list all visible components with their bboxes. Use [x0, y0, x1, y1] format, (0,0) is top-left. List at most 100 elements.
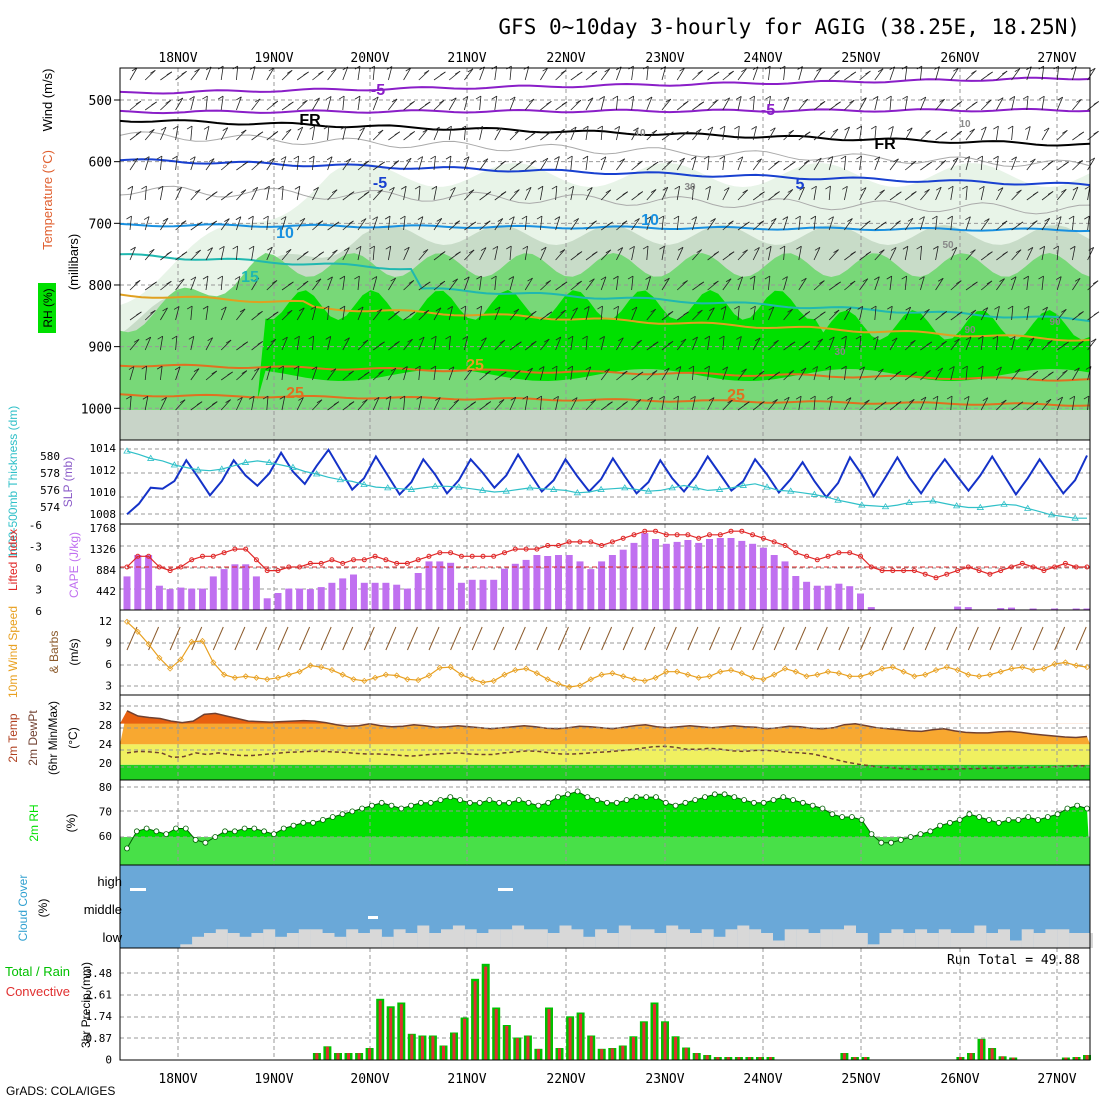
wind-barb [342, 626, 354, 651]
wind-barb-flag [986, 280, 993, 285]
wind-barb-flag [553, 395, 559, 400]
wind-barb [1056, 396, 1063, 411]
wind-barb [692, 309, 703, 321]
chart-title: GFS 0~10day 3-hourly for AGIG (38.25E, 1… [498, 15, 1080, 39]
wind-barb [524, 367, 533, 381]
low-cloud-bar [938, 929, 951, 949]
wind-barb [299, 626, 311, 651]
wind-barb-flag [339, 275, 345, 280]
wind-barb [570, 156, 573, 171]
wind-barb [160, 186, 164, 201]
wind-barb [129, 158, 139, 171]
wind-barb [707, 186, 711, 201]
cape-bar [555, 555, 562, 610]
wind-barb [783, 189, 794, 201]
wind-barb [889, 276, 893, 291]
li-point [297, 564, 303, 570]
li-point [879, 568, 885, 574]
wind-barb [190, 126, 193, 141]
rh2m-point [574, 788, 581, 795]
rh2m-point [868, 831, 875, 837]
wind-barb-flag [919, 216, 925, 220]
low-cloud-bar [488, 929, 501, 949]
wind-barb [881, 626, 893, 651]
wind-barb [661, 216, 664, 231]
low-cloud-bar [405, 933, 418, 948]
wind-barb-flag [394, 131, 400, 136]
wind-barb-flag [373, 396, 380, 401]
wind-barb-flag [570, 126, 577, 131]
wind-barb-flag [1039, 95, 1045, 100]
li-point [750, 532, 756, 538]
wind-barb-flag [425, 281, 431, 286]
wind-barb [144, 310, 156, 321]
wind-barb [980, 218, 990, 231]
wind-barb-flag [538, 366, 545, 370]
wind-barb-flag [645, 276, 651, 280]
cape-bar [490, 579, 498, 610]
wind-barb [433, 100, 445, 111]
wind-barb [418, 309, 430, 321]
wind-barb-flag [390, 277, 396, 282]
wind-barb-flag [749, 275, 756, 280]
wind-barb [874, 126, 877, 141]
low-cloud-bar [322, 933, 335, 948]
li-point [200, 553, 205, 559]
wind-barb-flag [698, 281, 705, 286]
wind-barb [479, 126, 484, 141]
rh-legend-swatch [38, 283, 56, 333]
wind-barb-flag [451, 97, 457, 102]
rh2m-point [515, 797, 522, 803]
wind-barb-flag [1043, 127, 1050, 132]
wind-barb [737, 276, 744, 291]
wind-speed-point [501, 671, 508, 678]
thickness-point [384, 484, 392, 491]
wind-barb [524, 246, 529, 261]
wind-barb [924, 626, 936, 651]
wind-tick: 12 [99, 615, 112, 628]
wind-barb [418, 366, 421, 381]
wind-speed-point [533, 670, 540, 677]
isotherm-15 [119, 253, 1091, 323]
wind-barb-flag [348, 370, 354, 375]
wind-speed-point [512, 667, 519, 674]
wind-barb [1011, 368, 1021, 381]
wind-barb [175, 366, 181, 381]
rh2m-point [1025, 814, 1032, 820]
rh2m-point [986, 817, 992, 823]
wind-barb [464, 368, 474, 381]
wind-barb [296, 218, 306, 231]
wind-barb-flag [299, 307, 305, 312]
precip-conv-bar [758, 1057, 762, 1060]
wind-barb [859, 278, 869, 291]
wind-barb-flag [294, 335, 300, 340]
wind-barb-flag [141, 185, 147, 190]
wind-barb-flag [683, 131, 689, 135]
wind-barb [251, 160, 263, 171]
wind-barb [327, 156, 333, 171]
cape-bar [166, 589, 174, 610]
wind-barb-flag [1032, 220, 1038, 225]
wind-barb [828, 70, 840, 81]
wind-barb-flag [494, 306, 501, 311]
wind-barb [980, 366, 984, 381]
wind-barb [281, 310, 293, 321]
wind-barb [585, 97, 594, 111]
wind-barb-flag [227, 191, 233, 196]
wind-speed-point [587, 676, 594, 683]
wind-barb-flag [985, 99, 992, 104]
wind-barb [144, 156, 150, 171]
wind-barb-flag [435, 397, 441, 401]
wind-barb [418, 156, 424, 171]
wind-barb [768, 340, 779, 351]
wind-barb-flag [774, 371, 781, 376]
wind-barb-flag [870, 125, 877, 130]
thickness-point [265, 458, 273, 465]
wind-barb-flag [348, 401, 355, 405]
wind-barb [372, 276, 378, 291]
wind-barb [403, 186, 407, 201]
wind-barb-flag [450, 187, 456, 191]
wind-barb [616, 158, 626, 171]
rh2m-point [966, 811, 973, 818]
